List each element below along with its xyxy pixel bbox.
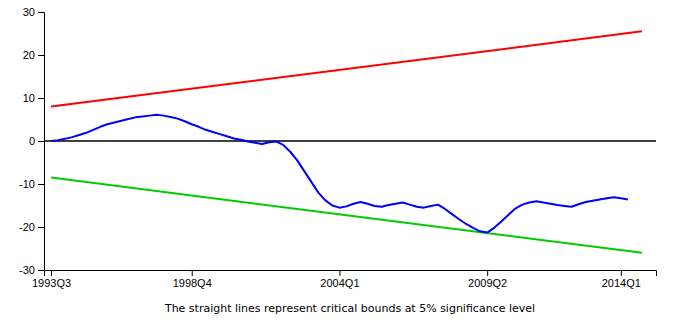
tick-mark xyxy=(38,12,44,13)
y-tick: -10 xyxy=(19,178,44,190)
tick-mark xyxy=(51,270,52,276)
tick-label: 1993Q3 xyxy=(32,277,71,289)
plot: 1993Q3 1998Q4 2004Q1 2009Q2 2014Q1 -30 -20 -10 0… xyxy=(19,6,656,289)
y-tick: 0 xyxy=(29,135,44,147)
x-tick: 2009Q2 xyxy=(468,270,507,289)
tick-label: -10 xyxy=(19,178,35,190)
line xyxy=(51,31,642,106)
tick-label: -20 xyxy=(19,221,35,233)
tick-label: 30 xyxy=(23,6,35,18)
y-tick: -30 xyxy=(19,264,44,276)
axis-line xyxy=(38,13,45,271)
tick-mark xyxy=(38,184,44,185)
tick-mark xyxy=(38,98,44,99)
tick-label: 10 xyxy=(23,92,35,104)
x-axis-label: The straight lines represent critical bo… xyxy=(164,302,535,315)
y-tick: -20 xyxy=(19,221,44,233)
tick-mark xyxy=(38,270,44,271)
tick-label: 2004Q1 xyxy=(320,277,359,289)
line xyxy=(51,115,628,233)
tick-mark xyxy=(621,270,622,276)
x-tick: 2014Q1 xyxy=(602,270,641,289)
y-axis: -30 -20 -10 0 10 20 30 xyxy=(19,6,44,276)
tick-mark xyxy=(38,227,44,228)
tick-mark xyxy=(192,270,193,276)
y-tick: 20 xyxy=(23,49,44,61)
tick-label: -30 xyxy=(19,264,35,276)
tick-mark xyxy=(38,55,44,56)
axis-line xyxy=(45,271,657,277)
x-tick: 1998Q4 xyxy=(173,270,212,289)
y-tick: 10 xyxy=(23,92,44,104)
y-tick: 30 xyxy=(23,6,44,18)
x-axis: 1993Q3 1998Q4 2004Q1 2009Q2 2014Q1 xyxy=(32,270,657,289)
tick-label: 2014Q1 xyxy=(602,277,641,289)
x-tick: 2004Q1 xyxy=(320,270,359,289)
tick-mark xyxy=(487,270,488,276)
tick-mark xyxy=(38,141,44,142)
chart: 1993Q3 1998Q4 2004Q1 2009Q2 2014Q1 -30 -20 -10 0… xyxy=(0,0,674,322)
line xyxy=(51,178,642,253)
x-tick: 1993Q3 xyxy=(32,270,71,289)
reference-line xyxy=(44,140,656,142)
tick-label: 2009Q2 xyxy=(468,277,507,289)
tick-mark xyxy=(339,270,340,276)
tick-label: 1998Q4 xyxy=(173,277,212,289)
marks xyxy=(44,31,656,252)
tick-label: 20 xyxy=(23,49,35,61)
tick-label: 0 xyxy=(29,135,35,147)
